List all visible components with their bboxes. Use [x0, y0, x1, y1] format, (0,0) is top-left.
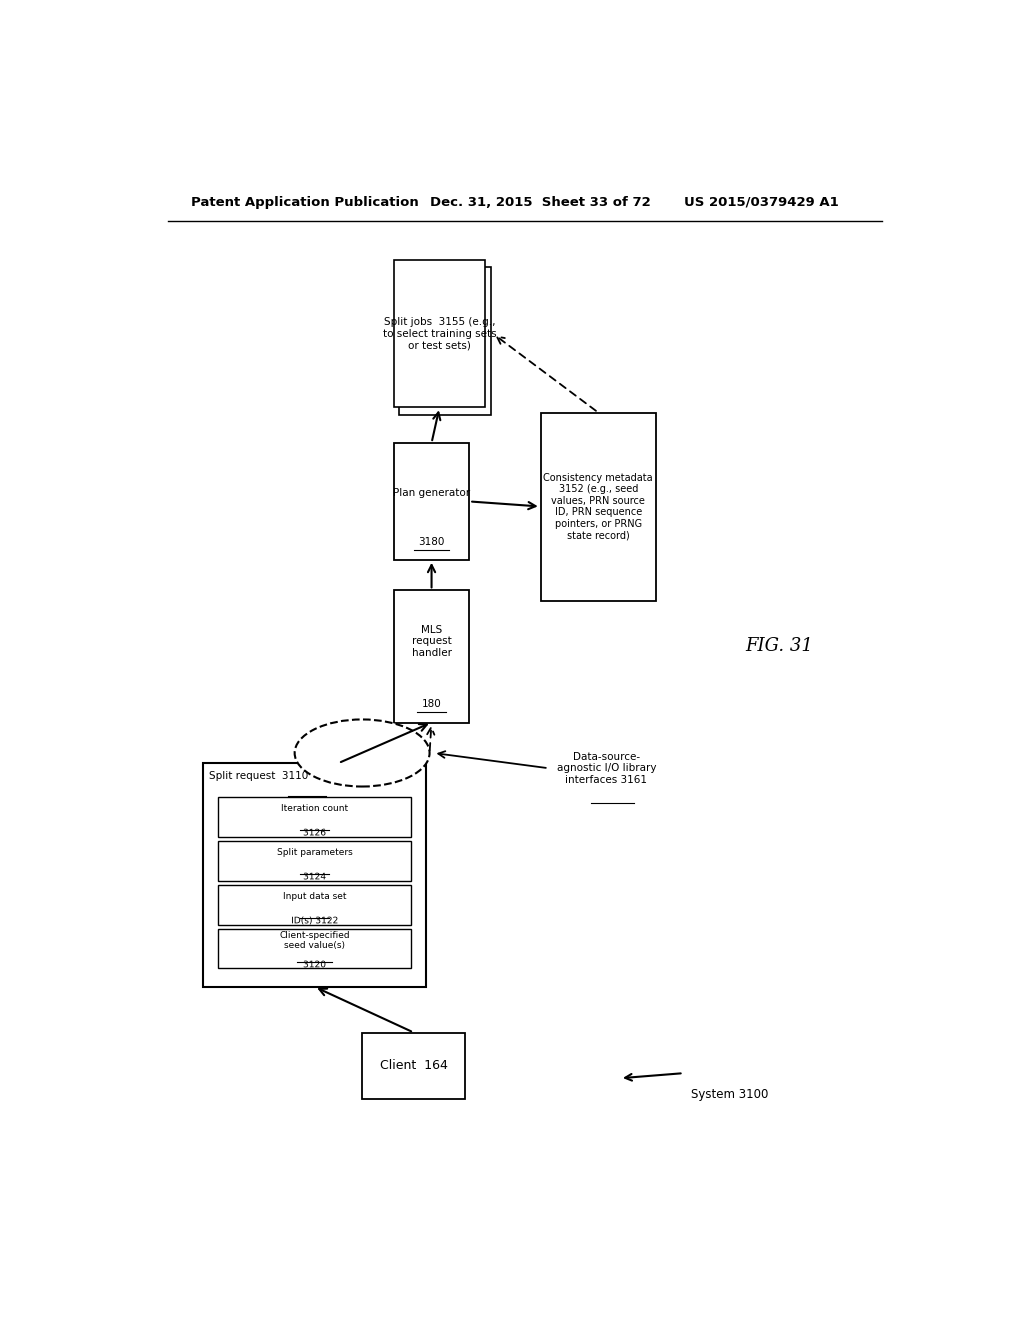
Text: ID(s) 3122: ID(s) 3122	[291, 916, 338, 925]
Bar	[394, 590, 469, 722]
Text: Split jobs  3155 (e.g.,
to select training sets
or test sets): Split jobs 3155 (e.g., to select trainin…	[383, 317, 497, 350]
Text: System 3100: System 3100	[691, 1089, 769, 1101]
Bar	[204, 763, 426, 987]
Text: Plan generator: Plan generator	[393, 488, 470, 499]
Text: 3180: 3180	[419, 537, 444, 546]
Text: Client-specified
seed value(s): Client-specified seed value(s)	[280, 931, 350, 950]
Text: Split parameters: Split parameters	[276, 847, 352, 857]
Bar	[399, 267, 490, 414]
Text: FIG. 31: FIG. 31	[744, 638, 813, 655]
Text: MLS
request
handler: MLS request handler	[412, 624, 452, 657]
Bar	[218, 841, 412, 880]
Text: US 2015/0379429 A1: US 2015/0379429 A1	[684, 195, 839, 209]
Text: Split request  3110: Split request 3110	[209, 771, 308, 781]
Text: 3124: 3124	[303, 873, 326, 882]
Bar	[394, 444, 469, 560]
Text: Iteration count: Iteration count	[281, 804, 348, 813]
Text: Data-source-
agnostic I/O library
interfaces 3161: Data-source- agnostic I/O library interf…	[557, 751, 656, 785]
Bar	[394, 260, 485, 408]
Bar	[541, 413, 655, 601]
Ellipse shape	[295, 719, 430, 787]
Text: 3120: 3120	[303, 960, 326, 969]
Text: Dec. 31, 2015  Sheet 33 of 72: Dec. 31, 2015 Sheet 33 of 72	[430, 195, 650, 209]
Text: Client  164: Client 164	[380, 1059, 447, 1072]
Text: 3126: 3126	[303, 829, 326, 837]
Text: Input data set: Input data set	[283, 892, 346, 902]
Text: Consistency metadata
3152 (e.g., seed
values, PRN source
ID, PRN sequence
pointe: Consistency metadata 3152 (e.g., seed va…	[544, 473, 653, 540]
Bar	[218, 797, 412, 837]
Bar	[362, 1032, 465, 1098]
Bar	[218, 884, 412, 924]
Text: Patent Application Publication: Patent Application Publication	[191, 195, 419, 209]
Text: 180: 180	[422, 700, 441, 709]
Bar	[218, 928, 412, 969]
